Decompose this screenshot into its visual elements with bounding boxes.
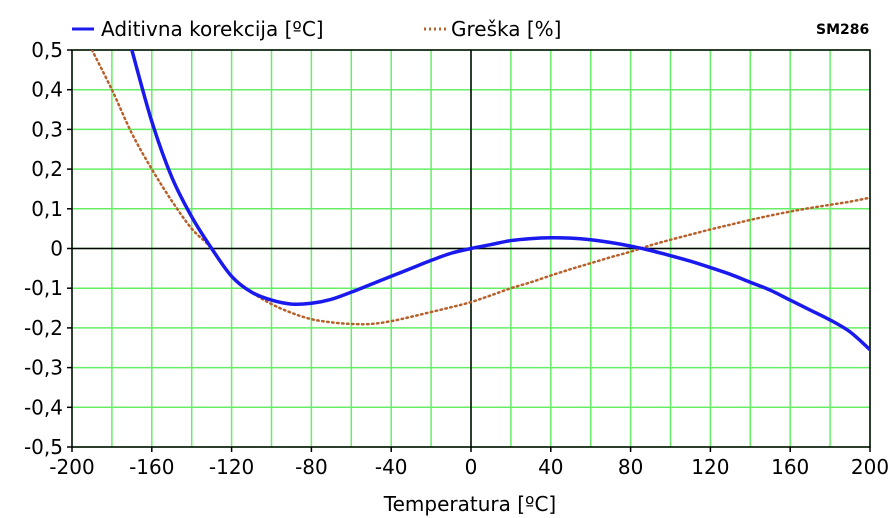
series-lines: [90, 50, 870, 352]
x-tick-label: -120: [209, 455, 254, 479]
x-tick-label: 0: [465, 455, 478, 479]
y-tick-label: -0,5: [24, 435, 63, 459]
x-tick-label: 40: [538, 455, 563, 479]
x-tick-label: 80: [618, 455, 643, 479]
x-tick-label: -80: [295, 455, 328, 479]
x-axis-title: Temperatura [ºC]: [383, 492, 556, 516]
legend-label-aditivna: Aditivna korekcija [ºC]: [101, 17, 324, 41]
y-tick-label: -0,2: [24, 316, 63, 340]
x-tick-label: 160: [771, 455, 809, 479]
x-tick-label: 120: [691, 455, 729, 479]
y-tick-label: -0,3: [24, 356, 63, 380]
y-tick-label: 0,3: [31, 117, 63, 141]
x-tick-label: -40: [375, 455, 408, 479]
series-line-aditivna-korekcija: [130, 50, 870, 352]
legend: Aditivna korekcija [ºC] Greška [%]: [72, 17, 561, 41]
x-tick-label: -200: [49, 455, 94, 479]
x-tick-label: -160: [129, 455, 174, 479]
tick-labels: -0,5 -0,4 -0,3 -0,2 -0,1 0 0,1 0,2 0,3 0,4 0,5 -200…: [24, 38, 889, 479]
y-tick-label: 0,1: [31, 197, 63, 221]
y-tick-label: 0,5: [31, 38, 63, 62]
y-tick-label: 0,2: [31, 157, 63, 181]
legend-label-greska: Greška [%]: [451, 17, 561, 41]
y-tick-label: -0,4: [24, 395, 63, 419]
y-tick-label: 0,4: [31, 78, 63, 102]
y-tick-label: -0,1: [24, 276, 63, 300]
x-tick-label: 200: [851, 455, 889, 479]
y-tick-label: 0: [50, 237, 63, 261]
chart-tag: SM286: [816, 22, 869, 38]
